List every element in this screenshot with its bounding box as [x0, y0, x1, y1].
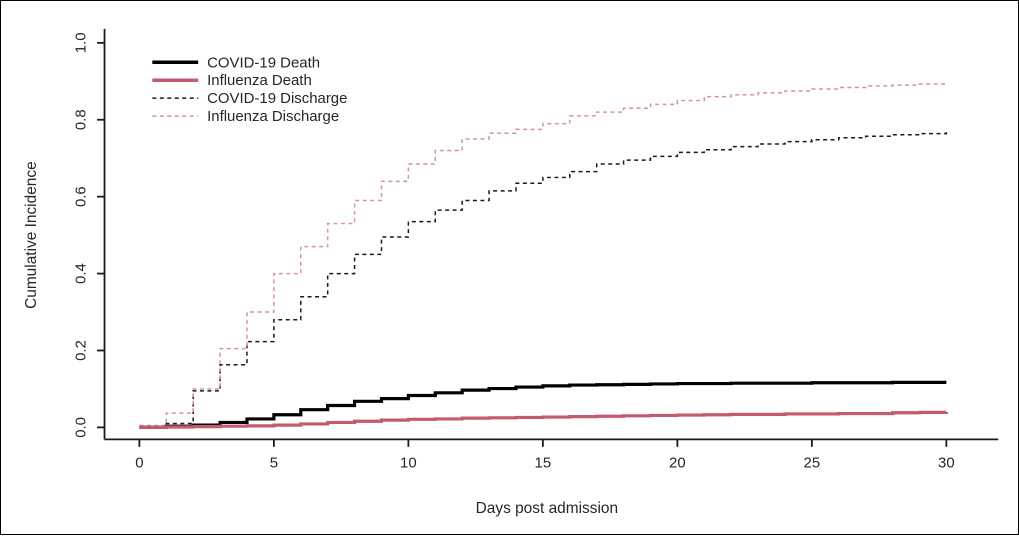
- x-tick-label: 30: [938, 454, 955, 471]
- y-axis-title: Cumulative Incidence: [23, 161, 40, 309]
- y-tick-label: 0.4: [73, 263, 90, 284]
- curve-influenza-discharge: [139, 82, 948, 427]
- x-tick-label: 20: [669, 454, 686, 471]
- chart-curves: [139, 82, 948, 429]
- legend-label-influenza-discharge: Influenza Discharge: [207, 108, 339, 125]
- y-tick-label: 0.6: [73, 186, 90, 207]
- x-axis-tick-labels: 0 5 10 15 20 25 30: [135, 454, 954, 471]
- y-tick-label: 1.0: [73, 32, 90, 53]
- x-tick-label: 5: [270, 454, 278, 471]
- chart-legend: COVID-19 Death Influenza Death COVID-19 …: [152, 54, 347, 125]
- legend-label-influenza-death: Influenza Death: [207, 72, 312, 89]
- x-tick-label: 15: [535, 454, 552, 471]
- curve-influenza-death: [139, 410, 948, 429]
- legend-label-covid-discharge: COVID-19 Discharge: [207, 90, 347, 107]
- curve-covid-19-discharge: [139, 132, 948, 429]
- x-tick-label: 0: [135, 454, 143, 471]
- y-tick-label: 0.2: [73, 340, 90, 361]
- curve-covid-19-death: [139, 380, 947, 429]
- x-axis-title: Days post admission: [476, 500, 618, 517]
- y-tick-label: 0.0: [73, 417, 90, 438]
- y-tick-label: 0.8: [73, 109, 90, 130]
- x-tick-label: 25: [804, 454, 821, 471]
- legend-label-covid-death: COVID-19 Death: [207, 54, 320, 71]
- axis-tick-marks: [97, 41, 948, 447]
- legend-line-swatches: [152, 60, 199, 117]
- x-tick-label: 10: [400, 454, 417, 471]
- y-axis-tick-labels: 0.0 0.2 0.4 0.6 0.8 1.0: [73, 32, 90, 437]
